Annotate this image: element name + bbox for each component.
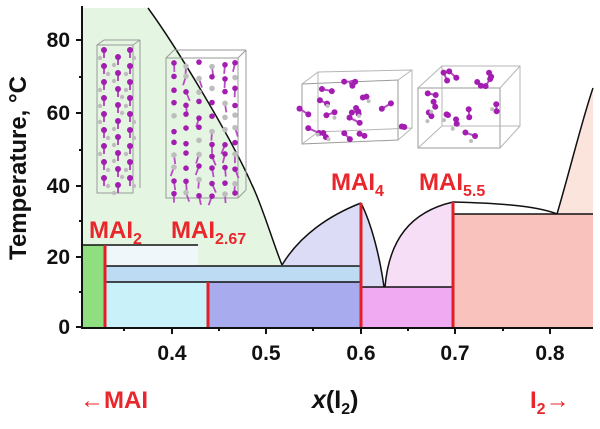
label-mai267: MAI2.67	[171, 217, 246, 248]
region-liquid-mai	[82, 8, 282, 265]
y-tick-40: 40	[47, 175, 70, 198]
region-cyan	[105, 282, 208, 327]
dome-mai4-right	[360, 202, 385, 288]
dome-mai55-left	[384, 201, 454, 288]
liquidus-left	[147, 7, 283, 266]
region-blue-purple	[208, 282, 361, 327]
mai55-structure-image	[417, 65, 521, 149]
compound-lines	[103, 202, 455, 327]
x-tick-0.5: 0.5	[251, 342, 281, 365]
region-dome-left	[282, 203, 361, 265]
x-tick-0.7: 0.7	[440, 342, 469, 365]
region-pink-liquid	[385, 202, 453, 287]
end-label-i2: I2→	[530, 387, 570, 418]
label-mai4: MAI4	[331, 169, 384, 200]
y-tick-0: 0	[58, 316, 70, 339]
x-tick-0.8: 0.8	[535, 342, 565, 365]
label-mai55: MAI5.5	[419, 169, 485, 200]
x-tick-0.6: 0.6	[346, 342, 375, 365]
phase-regions	[82, 8, 593, 327]
region-magenta	[361, 287, 453, 327]
region-pale	[105, 245, 282, 266]
y-tick-labels: 0 20 40 60 80	[47, 29, 70, 339]
region-green-solid	[82, 245, 105, 327]
crystal-structures	[96, 39, 521, 206]
region-dome-right-of-mai4	[361, 203, 384, 287]
dome-mai55-right	[452, 201, 558, 215]
label-mai2: MAI2	[89, 217, 142, 248]
region-light-blue	[105, 266, 361, 282]
end-label-mai: ←MAI	[80, 387, 148, 414]
dome-mai4-left	[281, 202, 362, 266]
axes-frame	[76, 6, 593, 334]
region-salmon	[453, 214, 593, 327]
x-tick-labels: 0.4 0.5 0.6 0.7 0.8	[157, 342, 565, 365]
mai267-structure-image	[165, 49, 247, 206]
x-tick-0.4: 0.4	[157, 342, 187, 365]
y-tick-80: 80	[47, 29, 70, 52]
liquidus-right	[556, 87, 594, 215]
x-axis-title: x(I2)	[310, 386, 358, 418]
y-tick-60: 60	[47, 102, 70, 125]
phase-boundaries	[82, 7, 594, 288]
phase-labels: MAI2 MAI2.67 MAI4 MAI5.5	[89, 169, 485, 248]
y-axis-title: Temperature, °C	[5, 76, 32, 260]
mai2-structure-image	[96, 39, 141, 196]
mai4-structure-image	[296, 69, 413, 145]
y-tick-20: 20	[47, 246, 70, 269]
